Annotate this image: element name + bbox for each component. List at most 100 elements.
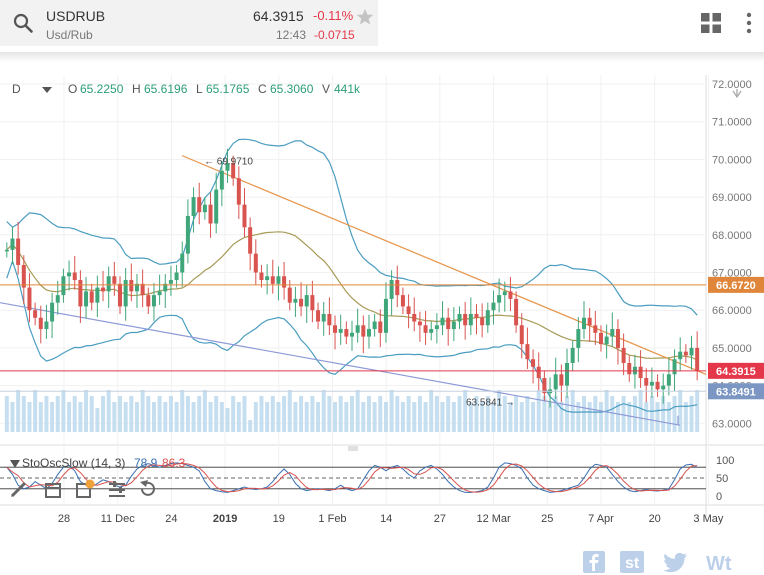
- candle-body: [151, 295, 156, 307]
- x-tick-label: 14: [380, 513, 392, 525]
- volume-bar: [548, 402, 553, 432]
- candle-body: [321, 313, 326, 322]
- candle-body: [310, 295, 315, 311]
- pencil-icon[interactable]: [8, 478, 30, 500]
- candle-body: [293, 298, 298, 303]
- volume-bar: [180, 390, 185, 432]
- candle-body: [168, 280, 173, 284]
- plot-area: [0, 75, 764, 440]
- candle-body: [61, 276, 66, 296]
- candle-body: [372, 321, 377, 330]
- candle-body: [542, 378, 547, 394]
- candle-body: [180, 253, 185, 273]
- collapse-icon[interactable]: [10, 459, 20, 469]
- y-tick-label: 66.0000: [712, 305, 752, 317]
- volume-bar: [412, 402, 417, 432]
- candle-body: [242, 204, 247, 228]
- volume-bar: [565, 396, 570, 432]
- open-value: 65.2250: [80, 82, 124, 96]
- stoch-axis-label: 50: [716, 473, 728, 485]
- wt-icon[interactable]: Wt: [705, 550, 739, 574]
- volume-bar: [27, 402, 32, 432]
- volume-bar: [474, 396, 479, 432]
- candle-body: [565, 362, 570, 386]
- candle-body: [327, 313, 332, 326]
- svg-text:Wt: Wt: [706, 553, 732, 574]
- candle-body: [185, 215, 190, 254]
- grid-icon[interactable]: [701, 13, 721, 33]
- chevron-down-icon[interactable]: [42, 87, 52, 93]
- volume-bar: [44, 396, 49, 432]
- candle-body: [106, 276, 111, 292]
- star-icon[interactable]: [356, 8, 374, 26]
- volume-bar: [197, 396, 202, 432]
- quote-box[interactable]: USDRUB Usd/Rub 64.3915 -0.11% 12:43 -0.0…: [0, 0, 378, 46]
- candle-body: [661, 385, 666, 390]
- settings-sliders-icon[interactable]: [106, 478, 128, 500]
- candle-body: [129, 280, 134, 292]
- undo-icon[interactable]: [136, 478, 158, 500]
- candle-body: [383, 298, 388, 333]
- candle-body: [174, 272, 179, 281]
- volume-bar: [344, 402, 349, 432]
- support-trendline: [0, 302, 681, 426]
- interval-selector[interactable]: D: [12, 82, 21, 96]
- volume-bar: [106, 390, 111, 432]
- candle-body: [389, 280, 394, 299]
- volume-bar: [146, 396, 151, 432]
- candle-body: [253, 253, 258, 273]
- volume-bar: [366, 396, 371, 432]
- candle-body: [95, 287, 100, 303]
- svg-text:st: st: [625, 555, 640, 572]
- x-tick-label: 27: [434, 513, 446, 525]
- volume-bar: [627, 402, 632, 432]
- bollinger-lower: [6, 259, 698, 413]
- volume-bar: [208, 402, 213, 432]
- volume-bar: [225, 408, 230, 432]
- high-label: H: [132, 82, 141, 96]
- volume-bar: [457, 396, 462, 432]
- candle-body: [248, 227, 253, 254]
- indicators-icon[interactable]: [74, 478, 96, 500]
- volume-bar: [191, 402, 196, 432]
- volume-bar: [72, 396, 77, 432]
- search-icon[interactable]: [12, 12, 34, 34]
- candle-body: [350, 332, 354, 337]
- candle-body: [214, 189, 219, 224]
- candle-body: [604, 336, 609, 345]
- candle-body: [38, 317, 43, 330]
- volume-value: 441k: [334, 82, 361, 96]
- y-tick-label: 72.0000: [712, 79, 752, 91]
- twitter-icon[interactable]: [664, 550, 688, 574]
- candle-body: [610, 329, 615, 337]
- open-label: O: [68, 82, 78, 96]
- candle-body: [299, 298, 304, 307]
- price-label-text: 66.6720: [716, 280, 756, 292]
- x-tick-label: 7 Apr: [588, 513, 614, 525]
- candle-body: [157, 291, 162, 296]
- volume-bar: [468, 402, 473, 432]
- facebook-icon[interactable]: [583, 550, 605, 574]
- quote-time: 12:43: [276, 28, 307, 42]
- volume-bar: [282, 396, 287, 432]
- volume-bar: [542, 396, 547, 432]
- volume-bar: [276, 402, 281, 432]
- volume-bar: [644, 402, 649, 432]
- price-chart[interactable]: 72.0000 71.0000 70.0000 69.0000 68.0000 67.00…: [0, 70, 764, 575]
- volume-bar: [16, 390, 21, 432]
- volume-bar: [406, 396, 411, 432]
- candle-body: [440, 317, 445, 326]
- volume-bar: [417, 396, 422, 432]
- candle-body: [531, 359, 536, 367]
- more-vert-icon[interactable]: [741, 12, 757, 34]
- volume-bar: [118, 396, 122, 432]
- stocktwits-icon[interactable]: st: [620, 550, 644, 574]
- candle-body: [55, 295, 60, 303]
- chart-type-icon[interactable]: [42, 478, 64, 500]
- candle-body: [559, 374, 564, 386]
- volume-bar: [265, 402, 270, 432]
- y-tick-label: 63.0000: [712, 418, 752, 430]
- volume-bar: [38, 402, 43, 432]
- stochastic-legend: StoOscSlow (14, 3) 78.9 86.3: [12, 456, 212, 472]
- quote-header: USDRUB Usd/Rub 64.3915 -0.11% 12:43 -0.0…: [0, 0, 764, 54]
